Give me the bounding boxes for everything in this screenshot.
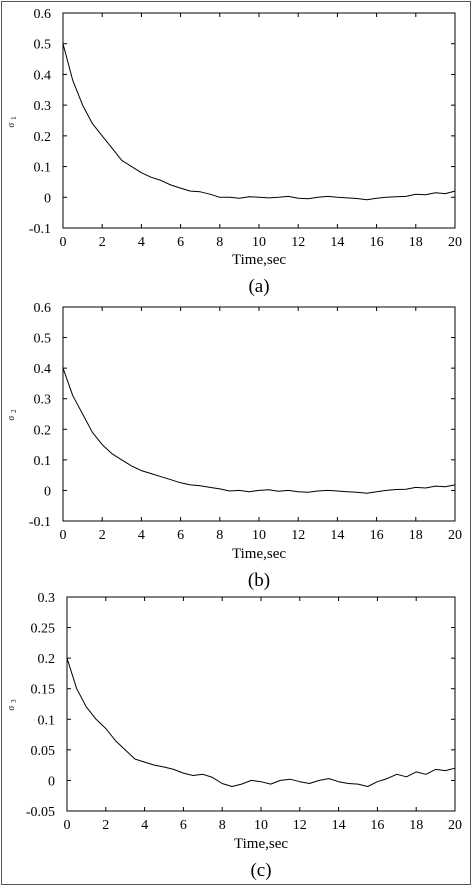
y-axis-label: σ3 [6,699,18,711]
x-tick-label: 20 [448,528,462,543]
x-tick-label: 6 [177,235,184,250]
y-tick-label: 0.1 [34,161,52,176]
y-tick-label: 0.6 [34,7,52,22]
x-tick-label: 6 [177,528,184,543]
panel-label: (c) [250,860,271,881]
x-tick-label: 14 [332,818,346,833]
y-axis-label: σ2 [6,409,18,421]
plot-area [62,12,456,229]
x-tick-label: 12 [293,818,307,833]
x-tick-label: 4 [141,818,148,833]
panel-label: (b) [248,570,270,591]
y-axis-symbol: σ [6,416,16,421]
x-tick-label: 8 [219,818,226,833]
x-tick-label: 4 [138,235,145,250]
y-tick-label: 0.15 [31,683,56,698]
y-tick-label: -0.1 [29,515,51,530]
y-tick-label: 0.1 [38,713,56,728]
y-tick-label: 0.6 [34,301,52,316]
x-tick-label: 18 [409,235,423,250]
x-tick-label: 14 [330,235,344,250]
plot-area [66,596,456,812]
y-tick-label: -0.1 [29,222,51,237]
y-tick-label: 0.3 [34,99,52,114]
x-axis-label: Time,sec [234,836,288,852]
series-line [62,43,456,201]
x-tick-label: 20 [448,235,462,250]
x-tick-label: 16 [370,528,384,543]
x-tick-label: 8 [216,528,223,543]
x-tick-label: 18 [409,818,423,833]
x-tick-label: 0 [60,235,67,250]
x-axis-label: Time,sec [232,252,286,268]
x-tick-label: 14 [330,528,344,543]
x-tick-label: 16 [370,818,384,833]
x-tick-label: 0 [60,528,67,543]
y-tick-label: 0.5 [34,38,52,53]
x-tick-label: 4 [138,528,145,543]
y-tick-label: 0.2 [38,652,56,667]
y-tick-label: 0.2 [34,423,52,438]
x-tick-label: 10 [252,235,266,250]
x-axis-label: Time,sec [232,546,286,562]
y-axis-subscript: 2 [10,409,18,413]
x-tick-label: 2 [99,528,106,543]
y-axis-subscript: 1 [10,116,18,120]
chart-panel-2: 0 2 4 6 8 10 12 14 16 18 20 -0.1 0 0.1 0.2 0.3 0.4 0.5 0.6… [6,301,462,591]
x-tick-label: 12 [291,235,305,250]
y-tick-label: 0.5 [34,332,52,347]
y-tick-label: 0 [44,191,51,206]
y-axis-symbol: σ [6,706,16,711]
y-tick-label: 0.05 [31,744,56,759]
series-line [62,367,456,494]
panel-label: (a) [248,276,269,297]
x-tick-label: 6 [180,818,187,833]
x-tick-label: 12 [291,528,305,543]
y-axis-subscript: 3 [10,699,18,703]
y-tick-label: 0.3 [38,591,56,606]
x-tick-label: 2 [102,818,109,833]
plot-area [62,306,456,522]
x-tick-label: 2 [99,235,106,250]
y-tick-label: 0.1 [34,454,52,469]
chart-panel-1: 0 2 4 6 8 10 12 14 16 18 20 -0.1 0 0.1 0.2 0.3 0.4 0.5 0.6… [6,7,462,297]
y-axis-symbol: σ [6,123,16,128]
x-tick-label: 10 [252,528,266,543]
x-tick-label: 20 [448,818,462,833]
y-axis-label: σ1 [6,116,18,128]
chart-panel-3: 0 2 4 6 8 10 12 14 16 18 20 -0.05 0 0.05 0.1 0.15 0.2 0.2… [6,591,462,881]
y-tick-label: 0.4 [34,68,52,83]
x-tick-label: 10 [254,818,268,833]
series-line [66,657,456,787]
x-tick-label: 16 [370,235,384,250]
y-tick-label: 0.2 [34,130,52,145]
y-tick-label: -0.05 [26,805,55,820]
y-tick-label: 0 [44,484,51,499]
x-tick-label: 8 [216,235,223,250]
y-tick-label: 0.25 [31,622,56,637]
y-tick-label: 0 [48,774,55,789]
y-tick-label: 0.4 [34,362,52,377]
y-tick-label: 0.3 [34,393,52,408]
x-tick-label: 0 [64,818,71,833]
x-tick-label: 18 [409,528,423,543]
